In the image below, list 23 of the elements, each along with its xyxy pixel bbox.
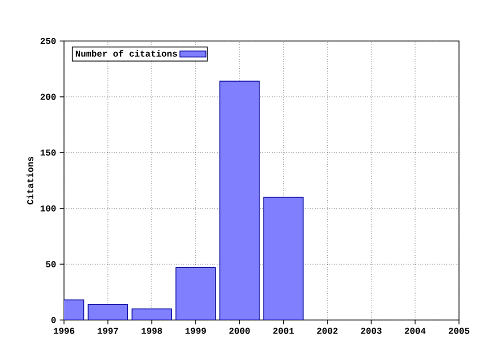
x-tick-label: 2002 (317, 328, 338, 334)
x-tick-label: 2003 (360, 328, 382, 334)
bar (88, 304, 128, 320)
y-tick-label: 250 (40, 38, 56, 44)
y-axis-title: Citations (26, 156, 34, 204)
x-tick-label: 2001 (273, 328, 294, 334)
y-tick-label: 200 (40, 94, 56, 100)
x-tick-label: 2004 (404, 328, 426, 334)
y-tick-label: 100 (40, 205, 56, 212)
y-tick-label: 50 (46, 261, 56, 268)
x-tick-label: 1998 (142, 328, 162, 334)
bar (263, 196, 304, 320)
y-tick-label: 150 (40, 150, 56, 156)
x-tick-label: 1997 (98, 328, 118, 334)
bar (132, 308, 172, 320)
bar (219, 80, 260, 320)
legend-label: Number of citations (76, 50, 177, 57)
x-tick-label: 2000 (229, 328, 250, 334)
y-tick-label: 0 (51, 316, 56, 324)
x-tick-label: 1996 (54, 328, 74, 334)
x-tick-label: 2005 (448, 328, 470, 334)
bar (176, 267, 216, 320)
x-tick-label: 1999 (186, 328, 206, 334)
